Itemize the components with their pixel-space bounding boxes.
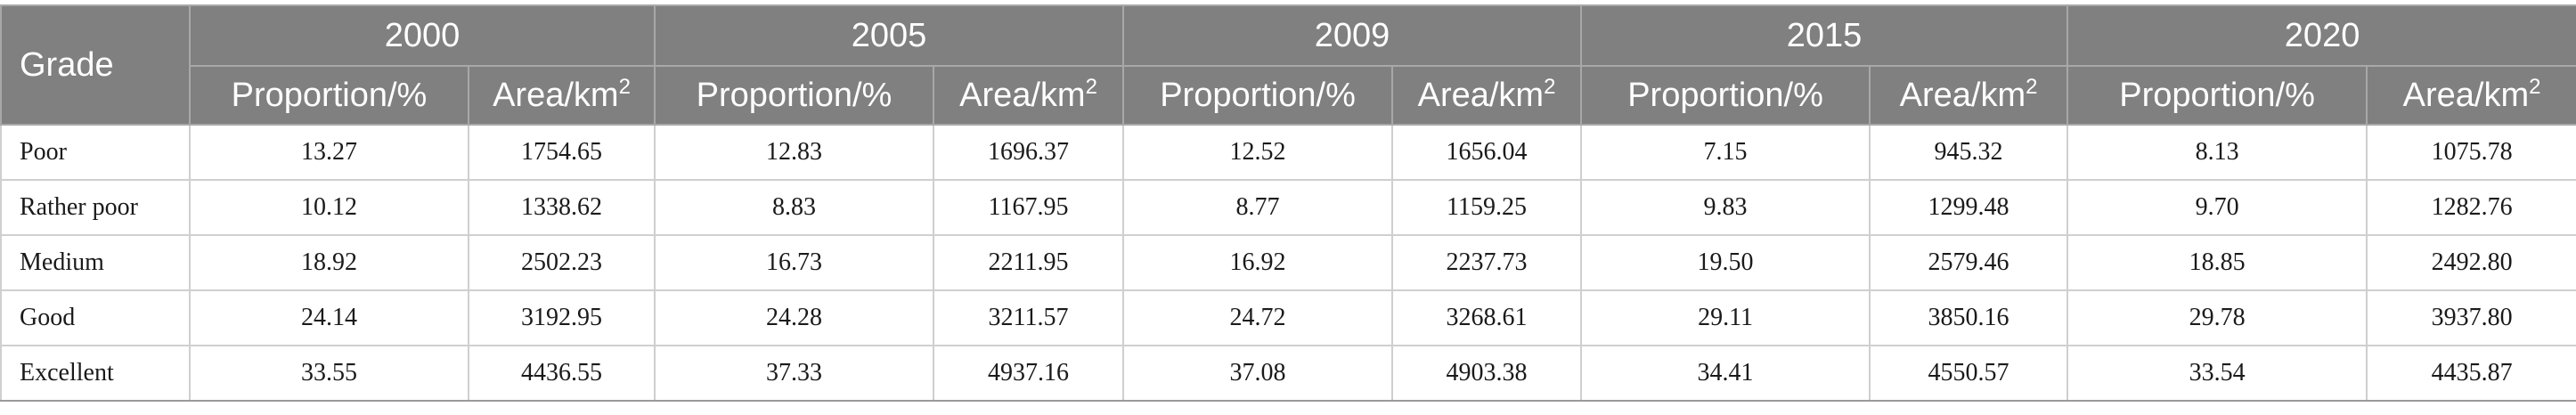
proportion-cell: 37.33: [654, 345, 935, 402]
proportion-cell: 29.78: [2067, 289, 2368, 346]
proportion-cell: 33.54: [2067, 345, 2368, 402]
proportion-cell: 9.70: [2067, 179, 2368, 236]
table-row: Good 24.14 3192.95 24.28 3211.57 24.72 3…: [0, 289, 2576, 346]
table-row: Poor 13.27 1754.65 12.83 1696.37 12.52 1…: [0, 124, 2576, 181]
area-cell: 1159.25: [1391, 179, 1583, 236]
year-header: 2000: [188, 4, 656, 67]
area-header-label: Area/km: [1899, 77, 2026, 114]
area-unit-superscript: 2: [2529, 75, 2541, 99]
table-row: Excellent 33.55 4436.55 37.33 4937.16 37…: [0, 345, 2576, 402]
year-header: 2009: [1122, 4, 1583, 67]
table-header: Grade 2000 2005 2009 2015 2020 Proportio…: [0, 4, 2576, 126]
area-cell: 1754.65: [467, 124, 656, 181]
area-cell: 3937.80: [2366, 289, 2576, 346]
table-row: Medium 18.92 2502.23 16.73 2211.95 16.92…: [0, 234, 2576, 291]
year-header: 2020: [2067, 4, 2576, 67]
area-header: Area/km2: [933, 65, 1125, 126]
area-cell: 3850.16: [1869, 289, 2069, 346]
grade-cell: Poor: [0, 124, 191, 181]
area-cell: 1167.95: [933, 179, 1125, 236]
area-unit-superscript: 2: [618, 75, 631, 99]
area-header: Area/km2: [2366, 65, 2576, 126]
proportion-cell: 8.77: [1122, 179, 1394, 236]
proportion-cell: 16.73: [654, 234, 935, 291]
area-header-label: Area/km: [2402, 77, 2530, 114]
area-header: Area/km2: [467, 65, 656, 126]
table-container: Grade 2000 2005 2009 2015 2020 Proportio…: [0, 4, 2576, 402]
area-cell: 4937.16: [933, 345, 1125, 402]
area-cell: 4903.38: [1391, 345, 1583, 402]
table-body: Poor 13.27 1754.65 12.83 1696.37 12.52 1…: [0, 124, 2576, 402]
area-cell: 1282.76: [2366, 179, 2576, 236]
area-unit-superscript: 2: [2026, 75, 2038, 99]
grade-cell: Excellent: [0, 345, 191, 402]
proportion-header: Proportion/%: [654, 65, 935, 126]
header-row-years: Grade 2000 2005 2009 2015 2020: [0, 4, 2576, 126]
proportion-cell: 37.08: [1122, 345, 1394, 402]
proportion-cell: 18.85: [2067, 234, 2368, 291]
header-row-subheaders: Proportion/% Area/km2 Proportion/% Area/…: [1, 65, 2576, 126]
proportion-header: Proportion/%: [189, 65, 469, 126]
grade-cell: Medium: [0, 234, 191, 291]
proportion-cell: 24.14: [189, 289, 469, 346]
area-header: Area/km2: [1391, 65, 1583, 126]
proportion-header: Proportion/%: [2067, 65, 2368, 126]
area-cell: 3211.57: [933, 289, 1125, 346]
proportion-cell: 34.41: [1580, 345, 1871, 402]
land-grade-table: Grade 2000 2005 2009 2015 2020 Proportio…: [0, 4, 2576, 402]
area-unit-superscript: 2: [1085, 75, 1097, 99]
area-cell: 3268.61: [1391, 289, 1583, 346]
area-unit-superscript: 2: [1544, 75, 1556, 99]
proportion-header: Proportion/%: [1580, 65, 1871, 126]
proportion-cell: 13.27: [189, 124, 469, 181]
area-cell: 3192.95: [467, 289, 656, 346]
area-cell: 1656.04: [1391, 124, 1583, 181]
grade-cell: Good: [0, 289, 191, 346]
area-header-label: Area/km: [493, 77, 619, 114]
proportion-header: Proportion/%: [1122, 65, 1394, 126]
year-header: 2005: [654, 4, 1125, 67]
proportion-cell: 12.52: [1122, 124, 1394, 181]
area-cell: 1696.37: [933, 124, 1125, 181]
grade-header: Grade: [0, 4, 191, 126]
area-header: Area/km2: [1869, 65, 2069, 126]
area-cell: 2579.46: [1869, 234, 2069, 291]
area-cell: 2211.95: [933, 234, 1125, 291]
area-cell: 1075.78: [2366, 124, 2576, 181]
area-cell: 2492.80: [2366, 234, 2576, 291]
proportion-cell: 19.50: [1580, 234, 1871, 291]
proportion-cell: 33.55: [189, 345, 469, 402]
area-cell: 1338.62: [467, 179, 656, 236]
grade-cell: Rather poor: [0, 179, 191, 236]
area-cell: 4436.55: [467, 345, 656, 402]
area-header-label: Area/km: [959, 77, 1086, 114]
proportion-cell: 8.83: [654, 179, 935, 236]
proportion-cell: 8.13: [2067, 124, 2368, 181]
proportion-cell: 9.83: [1580, 179, 1871, 236]
year-header: 2015: [1580, 4, 2069, 67]
proportion-cell: 16.92: [1122, 234, 1394, 291]
area-cell: 2237.73: [1391, 234, 1583, 291]
area-cell: 1299.48: [1869, 179, 2069, 236]
proportion-cell: 24.72: [1122, 289, 1394, 346]
area-cell: 945.32: [1869, 124, 2069, 181]
proportion-cell: 29.11: [1580, 289, 1871, 346]
area-header-label: Area/km: [1417, 77, 1545, 114]
proportion-cell: 12.83: [654, 124, 935, 181]
area-cell: 2502.23: [467, 234, 656, 291]
proportion-cell: 18.92: [189, 234, 469, 291]
proportion-cell: 10.12: [189, 179, 469, 236]
proportion-cell: 7.15: [1580, 124, 1871, 181]
proportion-cell: 24.28: [654, 289, 935, 346]
table-row: Rather poor 10.12 1338.62 8.83 1167.95 8…: [0, 179, 2576, 236]
area-cell: 4550.57: [1869, 345, 2069, 402]
area-cell: 4435.87: [2366, 345, 2576, 402]
